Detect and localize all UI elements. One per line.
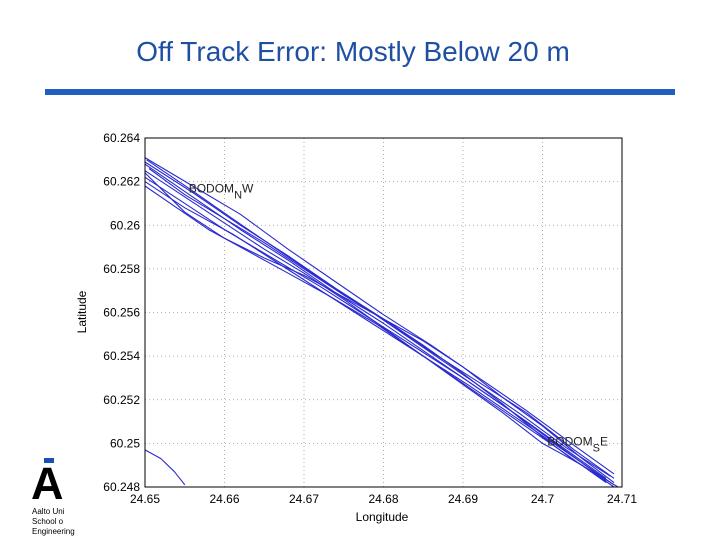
x-tick-label: 24.71: [607, 492, 637, 506]
plot-background: [145, 138, 622, 487]
university-logo: A Aalto Uni School o Engineering: [30, 456, 82, 540]
x-tick-label: 24.66: [209, 492, 239, 506]
track-line-3: [144, 176, 607, 481]
logo-line-2: School o: [32, 517, 64, 526]
x-tick-label: 24.65: [130, 492, 160, 506]
annotation-label: BODOMNW: [189, 182, 254, 202]
x-tick-label: 24.7: [531, 492, 555, 506]
y-tick-label: 60.262: [103, 175, 140, 189]
y-tick-label: 60.248: [103, 480, 140, 494]
logo-line-1: Aalto Uni: [32, 507, 65, 516]
y-tick-label: 60.252: [103, 393, 140, 407]
slide-title: Off Track Error: Mostly Below 20 m: [136, 36, 570, 67]
x-tick-label: 24.69: [448, 492, 478, 506]
track-line-4: [144, 157, 615, 475]
y-tick-label: 60.258: [103, 262, 140, 276]
track-line-11: [144, 449, 186, 486]
y-tick-label: 60.264: [103, 131, 140, 145]
plot-frame: [144, 137, 623, 488]
y-axis-label: Latitude: [75, 290, 89, 333]
track-lines: [144, 157, 619, 488]
logo-line-3: Engineering: [32, 527, 75, 536]
y-tick-label: 60.256: [103, 306, 140, 320]
x-tick-labels: 24.65 24.66 24.67 24.68 24.69 24.7 24.71: [130, 492, 637, 506]
y-tick-label: 60.25: [110, 436, 140, 450]
track-line-9: [144, 185, 607, 484]
annotation-label: BODOMSE: [547, 435, 608, 455]
track-line-1: [144, 170, 615, 488]
y-tick-labels: 60.248 60.25 60.252 60.254 60.256 60.258 60.26…: [103, 131, 140, 494]
y-tick-label: 60.26: [110, 218, 140, 232]
title-underline: [45, 89, 675, 95]
logo-letter: A: [31, 458, 64, 509]
track-line-8: [144, 161, 615, 479]
track-line-10: [146, 159, 611, 477]
logo-accent-bar: [44, 458, 54, 463]
x-tick-label: 24.67: [289, 492, 319, 506]
y-tick-label: 60.254: [103, 349, 140, 363]
x-axis-label: Longitude: [356, 510, 409, 524]
annotations: BODOMNW BODOMSE: [189, 182, 608, 455]
x-tick-label: 24.68: [368, 492, 398, 506]
